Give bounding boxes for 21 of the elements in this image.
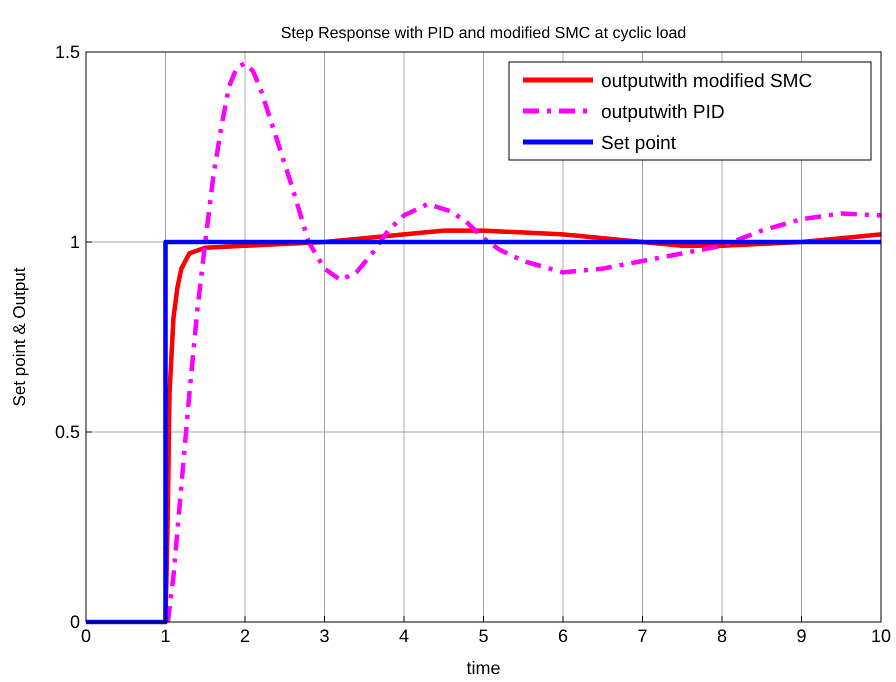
legend-label: Set point bbox=[601, 133, 677, 154]
x-tick-label: 3 bbox=[319, 626, 330, 646]
x-axis-title: time bbox=[466, 658, 501, 678]
x-tick-label: 8 bbox=[716, 626, 728, 646]
x-tick-label: 5 bbox=[478, 626, 489, 646]
y-tick-label: 0.5 bbox=[54, 422, 80, 442]
x-tick-label: 7 bbox=[637, 626, 648, 646]
y-tick-label: 0 bbox=[70, 612, 80, 632]
legend-label: outputwith PID bbox=[601, 102, 725, 123]
line-series bbox=[166, 61, 884, 624]
x-tick-label: 2 bbox=[240, 626, 250, 646]
legend-label: outputwith modified SMC bbox=[601, 71, 812, 92]
y-axis-title: Set point & Output bbox=[10, 267, 29, 406]
y-tick-label: 1 bbox=[70, 232, 80, 252]
x-tick-label: 6 bbox=[558, 626, 568, 646]
y-tick-label: 1.5 bbox=[54, 42, 80, 62]
x-tick-label: 1 bbox=[160, 626, 171, 646]
x-tick-label: 10 bbox=[870, 626, 892, 646]
chart-title: Step Response with PID and modified SMC at cyclic load bbox=[280, 25, 686, 42]
x-tick-label: 4 bbox=[398, 626, 410, 646]
x-tick-label: 9 bbox=[796, 626, 807, 646]
